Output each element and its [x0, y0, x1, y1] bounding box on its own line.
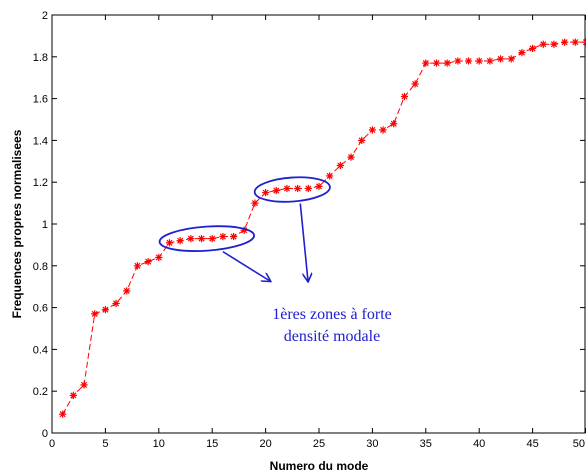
data-point: [518, 49, 526, 57]
data-point: [347, 153, 355, 161]
x-tick-label: 30: [366, 438, 378, 450]
data-point: [390, 120, 398, 128]
data-point: [240, 226, 248, 234]
x-tick-label: 40: [473, 438, 485, 450]
data-point: [229, 232, 238, 241]
data-point: [496, 55, 505, 63]
x-tick-label: 45: [526, 438, 538, 450]
data-point: [368, 126, 376, 134]
y-tick-label: 0.8: [33, 261, 48, 273]
data-point: [155, 253, 163, 262]
data-point: [507, 55, 515, 63]
data-point: [283, 184, 291, 193]
data-point: [326, 172, 334, 180]
ellipse-zone-1: [158, 225, 256, 252]
data-point: [69, 391, 77, 399]
y-tick-label: 0: [42, 428, 48, 440]
data-point: [561, 38, 569, 46]
x-tick-label: 50: [573, 438, 585, 450]
y-tick-label: 1.8: [33, 52, 48, 64]
data-point: [411, 80, 419, 88]
x-tick-label: 0: [49, 438, 55, 450]
data-point: [219, 232, 227, 241]
data-point: [251, 199, 259, 207]
data-point: [144, 258, 152, 266]
data-point: [165, 239, 174, 247]
x-axis-ticks: 0 5 10 15 20 25 30 35 40 45 50: [49, 15, 586, 450]
x-tick-label: 25: [313, 438, 325, 450]
data-point: [123, 287, 131, 295]
data-point: [315, 182, 323, 190]
data-point: [571, 38, 579, 46]
ellipse-zone-2: [253, 176, 331, 203]
data-point: [454, 57, 462, 65]
x-tick-label: 15: [206, 438, 218, 450]
y-axis-label: Frequences propres normalisees: [10, 129, 24, 318]
x-axis-label: Numero du mode: [270, 459, 369, 473]
data-point: [133, 262, 142, 270]
data-point: [91, 310, 99, 318]
data-point: [464, 57, 473, 65]
data-point: [176, 237, 184, 245]
y-tick-label: 1.6: [33, 94, 48, 106]
data-point: [197, 235, 206, 243]
data-point: [358, 136, 366, 144]
data-point: [80, 381, 88, 389]
data-point: [101, 306, 109, 314]
data-point: [208, 235, 216, 243]
data-point: [422, 59, 430, 67]
y-tick-label: 0.2: [33, 386, 48, 398]
x-tick-label: 10: [153, 438, 165, 450]
y-tick-label: 0.4: [33, 344, 48, 356]
data-point: [486, 57, 494, 65]
data-point: [187, 235, 195, 243]
arrow-1: [222, 250, 270, 281]
data-point: [475, 57, 483, 65]
data-point: [529, 44, 537, 53]
data-point: [59, 410, 67, 418]
x-tick-label: 35: [420, 438, 432, 450]
y-tick-label: 0.6: [33, 303, 48, 315]
x-tick-label: 20: [259, 438, 271, 450]
data-point: [379, 126, 387, 134]
data-point: [432, 59, 441, 67]
annotation-text-line1: 1ères zones à forte: [272, 306, 392, 323]
plot-area: [51, 14, 586, 434]
arrow-2: [299, 203, 308, 281]
data-point: [294, 184, 302, 193]
annotation-layer: 1ères zones à forte densité modale: [158, 176, 392, 345]
data-point: [550, 40, 558, 48]
x-tick-label: 5: [102, 438, 108, 450]
y-tick-label: 1.4: [33, 135, 48, 147]
annotation-text-line2: densité modale: [284, 328, 380, 345]
data-point: [304, 184, 312, 193]
y-tick-label: 1.2: [33, 177, 48, 189]
plot-frame: [51, 14, 586, 434]
data-point: [443, 59, 451, 67]
data-point: [336, 161, 344, 170]
data-point: [400, 92, 409, 101]
data-point: [539, 40, 547, 48]
data-point: [582, 38, 586, 46]
data-point: [262, 189, 270, 197]
y-tick-label: 1: [42, 219, 48, 231]
y-axis-ticks: 0 0.2 0.4 0.6 0.8 1 1.2 1.4 1.6 1.8 2: [33, 10, 585, 440]
y-tick-label: 2: [42, 10, 48, 22]
data-point: [272, 186, 280, 195]
data-point: [112, 299, 120, 308]
